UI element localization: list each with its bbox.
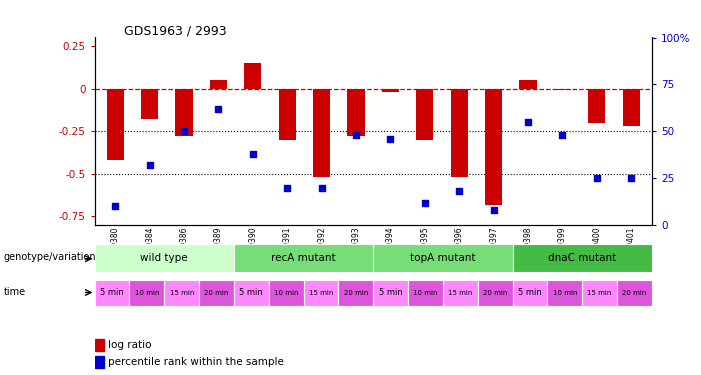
Text: percentile rank within the sample: percentile rank within the sample <box>108 357 284 367</box>
Text: wild type: wild type <box>140 253 188 263</box>
Bar <box>374 280 408 306</box>
Bar <box>485 88 503 204</box>
Text: 20 min: 20 min <box>205 290 229 296</box>
Bar <box>617 280 652 306</box>
Text: 10 min: 10 min <box>135 290 159 296</box>
Point <box>213 106 224 112</box>
Bar <box>199 280 234 306</box>
Bar <box>554 88 571 90</box>
Text: 15 min: 15 min <box>309 290 333 296</box>
Point <box>350 132 362 138</box>
Bar <box>382 88 399 92</box>
Text: 10 min: 10 min <box>552 290 577 296</box>
Point <box>109 203 121 209</box>
Point <box>316 184 327 190</box>
Bar <box>313 88 330 177</box>
Bar <box>244 63 261 88</box>
Bar <box>210 80 227 88</box>
Bar <box>164 280 199 306</box>
Text: 5 min: 5 min <box>240 288 264 297</box>
Text: 20 min: 20 min <box>343 290 368 296</box>
Bar <box>408 280 443 306</box>
Bar <box>234 244 374 272</box>
Point <box>557 132 568 138</box>
Text: dnaC mutant: dnaC mutant <box>548 253 616 263</box>
Text: 20 min: 20 min <box>622 290 647 296</box>
Text: recA mutant: recA mutant <box>271 253 336 263</box>
Point <box>247 151 259 157</box>
Bar <box>304 280 339 306</box>
Bar <box>130 280 164 306</box>
Bar <box>547 280 583 306</box>
Text: 10 min: 10 min <box>414 290 438 296</box>
Point <box>626 175 637 181</box>
Bar <box>339 280 374 306</box>
Point <box>419 200 430 206</box>
Bar <box>622 88 640 126</box>
Text: 15 min: 15 min <box>587 290 612 296</box>
Text: 15 min: 15 min <box>170 290 194 296</box>
Bar <box>234 280 268 306</box>
Bar <box>95 280 130 306</box>
Text: 5 min: 5 min <box>518 288 542 297</box>
Point <box>454 188 465 194</box>
Text: genotype/variation: genotype/variation <box>4 252 96 262</box>
Bar <box>374 244 512 272</box>
Bar <box>416 88 433 140</box>
Bar <box>268 280 304 306</box>
Text: GDS1963 / 2993: GDS1963 / 2993 <box>124 24 226 38</box>
Point <box>179 128 190 134</box>
Text: 10 min: 10 min <box>274 290 299 296</box>
Bar <box>512 244 652 272</box>
Bar <box>95 356 104 368</box>
Point <box>282 184 293 190</box>
Text: 5 min: 5 min <box>100 288 124 297</box>
Bar <box>588 88 606 123</box>
Bar <box>141 88 158 119</box>
Text: log ratio: log ratio <box>108 340 151 350</box>
Point <box>385 136 396 142</box>
Text: 5 min: 5 min <box>379 288 402 297</box>
Bar <box>175 88 193 136</box>
Bar <box>512 280 547 306</box>
Bar <box>279 88 296 140</box>
Bar <box>478 280 512 306</box>
Point <box>591 175 602 181</box>
Point <box>144 162 156 168</box>
Bar <box>443 280 478 306</box>
Point <box>488 207 499 213</box>
Bar <box>107 88 124 160</box>
Bar <box>95 339 104 351</box>
Text: time: time <box>4 287 26 297</box>
Bar <box>348 88 365 136</box>
Point <box>522 119 533 125</box>
Bar <box>519 80 537 88</box>
Bar <box>451 88 468 177</box>
Text: 20 min: 20 min <box>483 290 508 296</box>
Bar <box>95 244 234 272</box>
Text: 15 min: 15 min <box>448 290 472 296</box>
Bar <box>583 280 617 306</box>
Text: topA mutant: topA mutant <box>410 253 476 263</box>
